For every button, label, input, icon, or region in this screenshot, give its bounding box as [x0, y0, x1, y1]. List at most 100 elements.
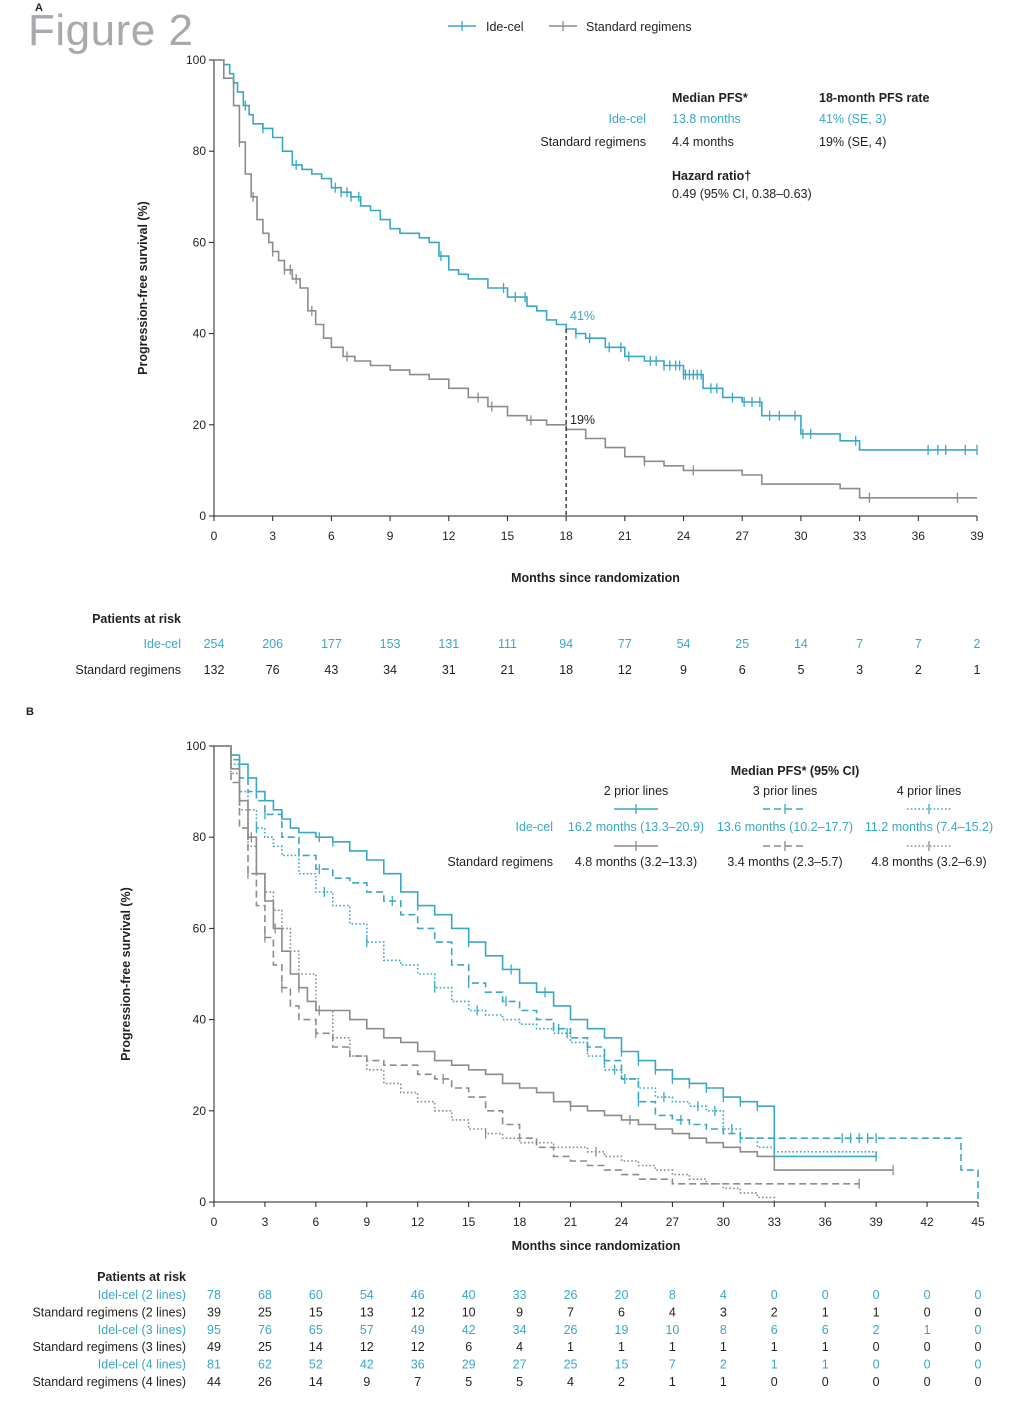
panel-b-risk-value: 7 [669, 1358, 676, 1372]
panel-b-x-tick-label: 42 [920, 1215, 934, 1229]
legend-standard-label: Standard regimens [586, 20, 692, 34]
panel-b-x-tick-label: 12 [411, 1215, 425, 1229]
panel-a-risk-value: 153 [380, 637, 401, 651]
panel-b-risk-value: 6 [618, 1305, 625, 1319]
panel-b-risk-value: 4 [567, 1375, 574, 1389]
panel-b-summary-standard-value: 4.8 months (3.2–13.3) [575, 855, 697, 869]
panel-a-risk-value: 94 [559, 637, 573, 651]
panel-b-risk-value: 95 [207, 1323, 221, 1337]
panel-b-risk-value: 10 [462, 1305, 476, 1319]
panel-a-x-tick-label: 18 [559, 529, 573, 543]
panel-b-risk-value: 42 [462, 1323, 476, 1337]
panel-b-risk-value: 5 [465, 1375, 472, 1389]
panel-a-risk-value: 76 [266, 663, 280, 677]
panel-b-series-line-0 [214, 745, 877, 1158]
panel-b-risk-value: 6 [465, 1340, 472, 1354]
panel-b-risk-value: 68 [258, 1288, 272, 1302]
panel-b-risk-value: 8 [669, 1288, 676, 1302]
panel-b-summary-standard-value: 4.8 months (3.2–6.9) [871, 855, 986, 869]
panel-a-risk-value: 254 [204, 637, 225, 651]
panel-b-y-tick-label: 100 [186, 739, 206, 753]
panel-b-x-tick-label: 9 [363, 1215, 370, 1229]
panel-a-summary-standard-median: 4.4 months [672, 135, 734, 149]
panel-b-series-line-2 [214, 745, 877, 1157]
panel-b-risk-value: 25 [258, 1340, 272, 1354]
panel-b-risk-value: 40 [462, 1288, 476, 1302]
panel-b-summary-title: Median PFS* (95% CI) [731, 764, 860, 778]
panel-b-risk-row-label: Idel-cel (2 lines) [98, 1288, 186, 1302]
panel-a-idecel-18-month-label: 41% [570, 309, 595, 323]
panel-b-risk-value: 0 [975, 1375, 982, 1389]
panel-a-y-tick-label: 60 [193, 235, 207, 249]
panel-b-risk-value: 1 [669, 1375, 676, 1389]
panel-a-y-axis-title: Progression-free survival (%) [136, 201, 150, 375]
panel-b-x-tick-label: 33 [768, 1215, 782, 1229]
panel-b-risk-value: 8 [720, 1323, 727, 1337]
panel-b-risk-value: 0 [924, 1288, 931, 1302]
panel-b-risk-value: 0 [822, 1375, 829, 1389]
legend-idecel-label: Ide-cel [486, 20, 524, 34]
panel-b-risk-value: 54 [360, 1288, 374, 1302]
panel-b-risk-value: 10 [665, 1323, 679, 1337]
panel-b-risk-value: 1 [567, 1340, 574, 1354]
panel-b-y-tick-label: 20 [193, 1104, 207, 1118]
panel-b-y-axis-title: Progression-free survival (%) [119, 887, 133, 1061]
panel-b-risk-value: 44 [207, 1375, 221, 1389]
panel-b-risk-value: 78 [207, 1288, 221, 1302]
panel-b-series-line-1 [214, 745, 979, 1202]
panel-a-risk-value: 43 [324, 663, 338, 677]
panel-b-risk-value: 14 [309, 1375, 323, 1389]
panel-a-18-month-rate-header: 18-month PFS rate [819, 91, 929, 105]
panel-b-risk-value: 76 [258, 1323, 272, 1337]
panel-b-x-tick-label: 30 [717, 1215, 731, 1229]
panel-b-x-tick-label: 27 [666, 1215, 680, 1229]
panel-b-risk-value: 0 [873, 1375, 880, 1389]
panel-a-risk-value: 14 [794, 637, 808, 651]
panel-a-summary-standard-rate: 19% (SE, 4) [819, 135, 886, 149]
panel-b-x-tick-label: 39 [869, 1215, 883, 1229]
panel-b-risk-value: 2 [720, 1358, 727, 1372]
panel-b-risk-value: 0 [873, 1340, 880, 1354]
panel-a-y-tick-label: 100 [186, 53, 206, 67]
panel-a-x-axis-title: Months since randomization [511, 571, 680, 585]
panel-b-risk-value: 25 [564, 1358, 578, 1372]
panel-b-risk-value: 57 [360, 1323, 374, 1337]
panel-b-series-line-3 [214, 745, 894, 1171]
panel-b-y-tick-label: 80 [193, 830, 207, 844]
panel-b-risk-value: 29 [462, 1358, 476, 1372]
panel-b-risk-value: 1 [822, 1305, 829, 1319]
panel-b-summary-idecel-label: Ide-cel [515, 820, 553, 834]
panel-b-risk-value: 0 [975, 1323, 982, 1337]
panel-b-y-tick-label: 40 [193, 1013, 207, 1027]
panel-b-risk-value: 62 [258, 1358, 272, 1372]
panel-b-risk-value: 0 [924, 1305, 931, 1319]
panel-b-risk-value: 12 [411, 1340, 425, 1354]
panel-b-risk-value: 0 [924, 1358, 931, 1372]
panel-a-series-line-1 [214, 59, 977, 499]
panel-a-letter: A [35, 2, 43, 14]
panel-b-risk-value: 13 [360, 1305, 374, 1319]
panel-b-summary-idecel-value: 16.2 months (13.3–20.9) [568, 820, 704, 834]
panel-b-risk-value: 2 [873, 1323, 880, 1337]
panel-b-risk-value: 60 [309, 1288, 323, 1302]
panel-a-risk-value: 18 [559, 663, 573, 677]
panel-a-risk-value: 2 [915, 663, 922, 677]
panel-b-risk-value: 2 [771, 1305, 778, 1319]
panel-b-risk-value: 7 [414, 1375, 421, 1389]
panel-a-risk-value: 31 [442, 663, 456, 677]
panel-b-y-tick-label: 0 [199, 1195, 206, 1209]
panel-b-risk-value: 14 [309, 1340, 323, 1354]
panel-b-risk-value: 42 [360, 1358, 374, 1372]
panel-b-x-tick-label: 45 [971, 1215, 985, 1229]
panel-a-risk-value: 9 [680, 663, 687, 677]
panel-a-summary-idecel-label: Ide-cel [608, 112, 646, 126]
panel-b-risk-value: 4 [720, 1288, 727, 1302]
panel-b-risk-title: Patients at risk [97, 1270, 186, 1284]
panel-b-summary-col-header: 2 prior lines [604, 784, 669, 798]
panel-a-risk-value: 7 [915, 637, 922, 651]
panel-b-risk-value: 1 [822, 1340, 829, 1354]
panel-a-risk-title: Patients at risk [92, 612, 181, 626]
panel-b-risk-value: 2 [618, 1375, 625, 1389]
panel-b-summary-col-header: 4 prior lines [897, 784, 962, 798]
panel-a-risk-value: 54 [677, 637, 691, 651]
